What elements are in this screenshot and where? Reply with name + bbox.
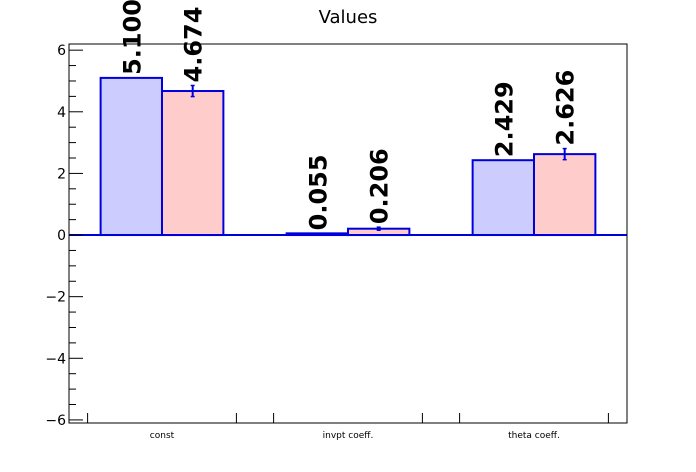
data-label-1-0: 4.674 [180,7,208,83]
bar-0-2 [471,159,535,237]
bar-0-0 [99,76,164,237]
y-tick-label-4: 2 [57,166,66,182]
y-tick-label-2: −2 [45,290,66,306]
x-category-label-1: invpt coeff. [323,431,374,441]
y-tick-label-5: 4 [57,105,66,121]
data-label-1-1: 0.206 [366,148,394,224]
bar-1-0 [161,90,225,237]
bar-1-2 [533,153,597,237]
data-label-0-1: 0.055 [304,154,332,230]
plot-area: −6 −4 −2 0 2 4 6 const invpt coeff. theta coeff. 5… [45,0,628,441]
x-category-label-0: const [150,431,175,441]
y-tick-label-0: −6 [45,413,66,429]
y-tick-label-3: 0 [57,228,66,244]
plot-frame [68,43,628,424]
y-tick-label-6: 6 [57,43,66,59]
data-label-0-2: 2.429 [490,81,518,157]
x-category-label-2: theta coeff. [508,431,560,441]
y-tick-label-1: −4 [45,351,66,367]
data-label-1-2: 2.626 [552,70,580,146]
data-label-0-0: 5.100 [118,0,146,75]
chart-title: Values [319,7,378,28]
